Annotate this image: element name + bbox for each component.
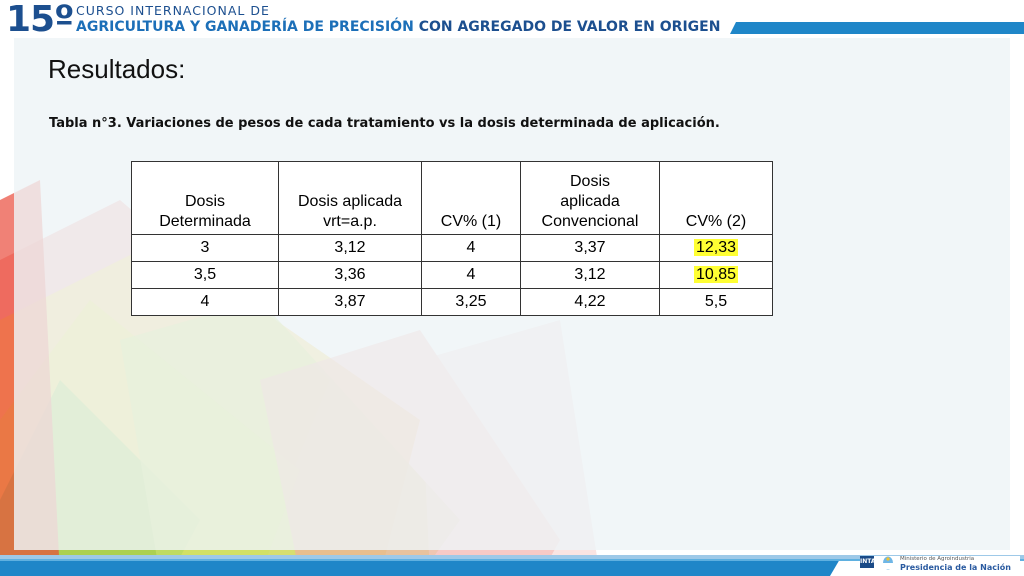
course-title-line1: CURSO INTERNACIONAL DE [76,3,270,18]
table-row: 4 3,87 3,25 4,22 5,5 [131,288,773,316]
table-cell: 3,5 [131,261,279,289]
table-cell: 3,87 [278,288,422,316]
header-dosis-determinada: Dosis Determinada [131,161,279,235]
table-cell: 10,85 [659,261,773,289]
highlighted-value: 10,85 [693,266,739,283]
table-row: 3 3,12 4 3,37 12,33 [131,234,773,262]
table-header-row: Dosis Determinada Dosis aplicada vrt=a.p. … [131,161,773,235]
table-cell: 12,33 [659,234,773,262]
presidency-label: Presidencia de la Nación [900,563,1011,572]
table-cell: 3,36 [278,261,422,289]
results-table: Dosis Determinada Dosis aplicada vrt=a.p. … [131,161,773,316]
inta-logo: INTA [860,556,876,568]
header-cv1: CV% (1) [421,161,521,235]
table-cell: 3,37 [520,234,660,262]
edition-number: 15º [6,0,74,40]
course-title-line2-part1: AGRICULTURA Y GANADERÍA DE PRECISIÓN [76,19,414,35]
table-cell: 3 [131,234,279,262]
table-cell: 3,12 [278,234,422,262]
header-cv2: CV% (2) [659,161,773,235]
table-cell: 3,12 [520,261,660,289]
footer-stripe [0,555,1024,576]
table-cell: 5,5 [659,288,773,316]
header-dosis-convencional: Dosis aplicada Convencional [520,161,660,235]
header-dosis-aplicada-vrt: Dosis aplicada vrt=a.p. [278,161,422,235]
course-header: 15º CURSO INTERNACIONAL DE AGRICULTURA Y… [0,0,1024,40]
table-cell: 4 [421,261,521,289]
table-cell: 4 [421,234,521,262]
table-cell: 4 [131,288,279,316]
national-shield-icon [883,556,893,570]
footer-logos: INTA Ministerio de Agroindustria Preside… [860,556,1020,572]
table-caption: Tabla n°3. Variaciones de pesos de cada … [49,116,720,131]
table-cell: 4,22 [520,288,660,316]
table-row: 3,5 3,36 4 3,12 10,85 [131,261,773,289]
ministry-label: Ministerio de Agroindustria [900,556,975,562]
course-title-line2-part2: CON AGREGADO DE VALOR EN ORIGEN [418,19,721,35]
header-stripe [730,22,1024,34]
highlighted-value: 12,33 [693,239,739,256]
table-cell: 3,25 [421,288,521,316]
course-title-line2: AGRICULTURA Y GANADERÍA DE PRECISIÓN CON… [76,19,720,35]
page-title: Resultados: [48,54,186,84]
